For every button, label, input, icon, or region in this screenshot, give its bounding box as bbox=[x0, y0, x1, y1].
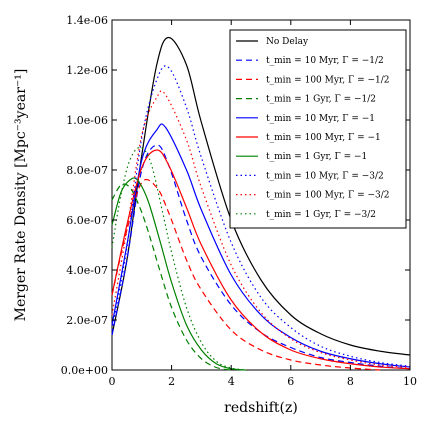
series-line-1 bbox=[111, 36, 411, 356]
x-tick-label: 4 bbox=[228, 375, 235, 388]
legend-label: t_min = 1 Gyr, Γ = −1 bbox=[266, 152, 367, 162]
y-tick-label: 2.0e-07 bbox=[66, 314, 108, 327]
legend-label: t_min = 10 Myr, Γ = −1/2 bbox=[266, 56, 384, 66]
series-line-3 bbox=[111, 178, 381, 371]
series-line-8 bbox=[111, 65, 411, 367]
y-tick-label: 6.0e-07 bbox=[66, 214, 108, 227]
legend-label: t_min = 100 Myr, Γ = −3/2 bbox=[266, 191, 390, 201]
legend-label: t_min = 100 Myr, Γ = −1/2 bbox=[266, 75, 390, 85]
y-tick-label: 1.2e-06 bbox=[66, 64, 108, 77]
x-tick-label: 0 bbox=[109, 375, 116, 388]
x-tick-label: 8 bbox=[347, 375, 354, 388]
legend-box bbox=[229, 29, 407, 229]
y-axis-label: Merger Rate Density [Mpc⁻³year⁻¹] bbox=[13, 69, 29, 322]
series-line-9 bbox=[111, 90, 411, 369]
y-tick-label: 4.0e-07 bbox=[66, 264, 108, 277]
series-line-6 bbox=[111, 149, 411, 370]
y-tick-label: 8.0e-07 bbox=[66, 164, 108, 177]
x-axis-label: redshift(z) bbox=[224, 400, 298, 416]
plot-frame bbox=[111, 19, 411, 371]
series-group bbox=[111, 36, 411, 371]
series-line-10 bbox=[111, 146, 247, 371]
series-line-5 bbox=[111, 123, 411, 368]
y-tick-label: 0.0e+00 bbox=[61, 364, 108, 377]
legend-label: t_min = 10 Myr, Γ = −3/2 bbox=[266, 171, 384, 181]
legend-label: t_min = 1 Gyr, Γ = −1/2 bbox=[266, 95, 376, 105]
x-tick-label: 2 bbox=[168, 375, 175, 388]
legend-label: t_min = 1 Gyr, Γ = −3/2 bbox=[266, 210, 376, 220]
series-line-7 bbox=[111, 177, 247, 371]
legend-label: No Delay bbox=[266, 37, 309, 47]
legend-label: t_min = 10 Myr, Γ = −1 bbox=[266, 114, 375, 124]
legend-label: t_min = 100 Myr, Γ = −1 bbox=[266, 133, 381, 143]
ticks-group: 0 2 4 6 8 10 0.0e+00 2.0e-07 4.0e-07 6.0e-07 8.0e-… bbox=[61, 14, 417, 388]
x-tick-label: 6 bbox=[287, 375, 294, 388]
y-tick-label: 1.0e-06 bbox=[66, 114, 108, 127]
series-line-4 bbox=[111, 183, 232, 371]
x-tick-label: 10 bbox=[403, 375, 417, 388]
legend: No Delay t_min = 10 Myr, Γ = −1/2 t_min = … bbox=[229, 29, 407, 229]
y-tick-label: 1.4e-06 bbox=[66, 14, 108, 27]
